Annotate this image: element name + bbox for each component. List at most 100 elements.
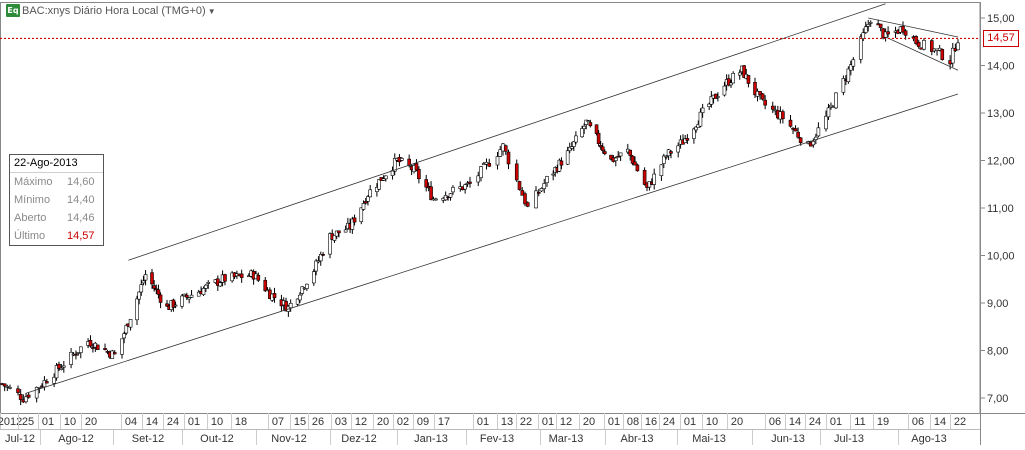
x-month-label: Jun-13: [771, 433, 805, 445]
x-day-label: 01: [42, 416, 54, 428]
candle-body: [746, 75, 751, 84]
candle-body: [572, 141, 576, 147]
candle-body: [487, 163, 492, 167]
x-day-label: 06: [912, 416, 924, 428]
candle-body: [609, 154, 613, 160]
candle-body: [729, 82, 733, 86]
candle-body: [417, 169, 421, 180]
caret-down-icon[interactable]: ▼: [207, 6, 216, 16]
candle-body: [318, 253, 323, 262]
candle-body: [298, 294, 302, 301]
candle-body: [337, 230, 341, 234]
x-day-label: 19: [877, 416, 889, 428]
x-day-label: 24: [809, 416, 821, 428]
candle-body: [956, 42, 960, 51]
candle-body: [829, 104, 833, 108]
candle-body: [569, 146, 574, 149]
candle-body: [816, 127, 821, 137]
candle-body: [841, 78, 846, 93]
candle-body: [57, 363, 61, 369]
candle-body: [495, 156, 500, 166]
candle-body: [692, 128, 696, 139]
candle-body: [332, 235, 337, 241]
candle-body: [659, 164, 664, 177]
y-tick-label: 13,00: [987, 108, 1015, 120]
candle-body: [239, 273, 244, 278]
candle-body: [613, 157, 618, 161]
candle-body: [88, 340, 93, 347]
candle-body: [565, 150, 570, 165]
candle-body: [811, 141, 816, 146]
candle-body: [184, 294, 189, 298]
candle-body: [683, 138, 687, 143]
ohlc-info-box: 22-Ago-2013 Máximo 14,60 Mínimo 14,40 Ab…: [9, 154, 104, 246]
candle-body: [940, 49, 945, 60]
info-row-last: Último 14,57: [10, 227, 103, 245]
candle-body: [603, 151, 607, 155]
x-day-label: 11: [854, 416, 865, 428]
candle-body: [366, 196, 370, 202]
candle-body: [664, 155, 669, 158]
candle-body: [669, 151, 673, 154]
candle-body: [42, 380, 47, 388]
candle-body: [586, 120, 591, 123]
candle-body: [633, 161, 637, 166]
candle-body: [849, 64, 853, 71]
x-day-label: 24: [167, 416, 179, 428]
candle-body: [742, 65, 746, 78]
candle-body: [536, 192, 541, 194]
x-day-label: 01: [684, 416, 696, 428]
chart-header[interactable]: BAC:xnys Diário Hora Local (TMG+0) ▼: [22, 4, 216, 18]
candle-body: [709, 96, 714, 105]
candle-body: [722, 85, 727, 96]
candle-body: [616, 155, 621, 158]
candle-body: [173, 304, 178, 307]
candle-body: [201, 288, 206, 295]
candle-body: [256, 274, 261, 281]
candle-body: [429, 186, 433, 201]
y-tick-label: 9,00: [987, 298, 1008, 310]
candle-body: [846, 68, 851, 82]
x-day-label: 14: [789, 416, 801, 428]
candle-body: [685, 138, 690, 141]
x-month-label: Set-12: [132, 433, 164, 445]
trendline-short-lower: [885, 36, 959, 71]
candle-body: [78, 346, 83, 353]
candle-body: [479, 166, 483, 179]
x-day-label: 17: [438, 416, 450, 428]
candle-body: [295, 298, 300, 305]
candle-body: [216, 278, 220, 286]
candle-body: [314, 260, 318, 272]
candle-body: [62, 365, 66, 368]
candle-body: [196, 291, 201, 297]
candle-body: [542, 183, 547, 190]
x-day-label: 20: [583, 416, 595, 428]
candle-body: [798, 137, 803, 144]
info-row-high: Máximo 14,60: [10, 173, 103, 191]
chart-title[interactable]: BAC:xnys Diário Hora Local (TMG+0): [22, 5, 206, 17]
candle-body: [661, 155, 666, 164]
candle-body: [700, 107, 705, 113]
candle-body: [368, 189, 373, 198]
candle-body: [914, 36, 918, 44]
candle-body: [707, 103, 711, 107]
candle-body: [930, 40, 934, 52]
candle-body: [37, 387, 42, 389]
x-day-label: 18: [235, 416, 247, 428]
x-month-label: Jul-13: [834, 433, 864, 445]
candle-body: [922, 39, 926, 50]
candle-body: [300, 286, 305, 294]
candle-body: [156, 289, 161, 295]
candle-body: [384, 175, 388, 180]
candle-body: [141, 280, 146, 284]
candle-body: [74, 354, 78, 356]
candle-body: [59, 367, 64, 370]
candle-body: [8, 387, 12, 389]
candle-body: [189, 294, 194, 298]
x-day-label: 14: [934, 416, 946, 428]
candle-body: [760, 93, 765, 100]
candle-body: [557, 159, 562, 172]
candle-body: [635, 164, 640, 172]
x-month-label: Dez-12: [341, 433, 376, 445]
